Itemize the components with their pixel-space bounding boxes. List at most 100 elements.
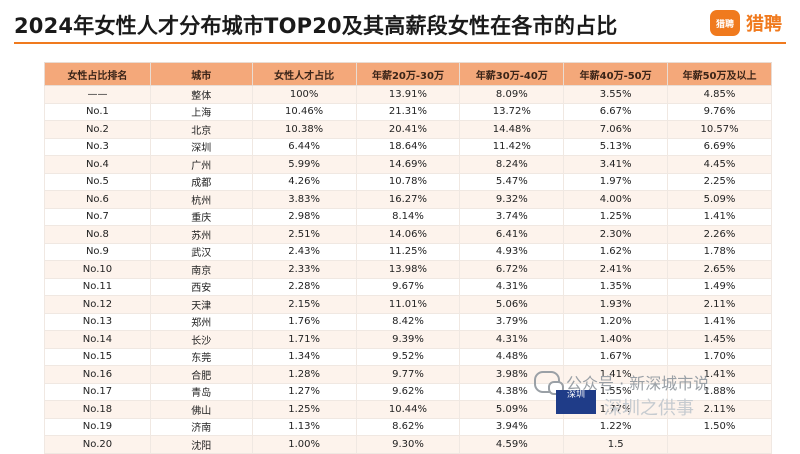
header-salary-30-40: 年薪30万-40万 bbox=[459, 62, 565, 86]
cell-rank: No.10 bbox=[44, 260, 151, 279]
logo-text: 猎聘 bbox=[746, 14, 782, 35]
cell-salary-50-plus: 10.57% bbox=[667, 120, 772, 139]
cell-city: 上海 bbox=[149, 102, 253, 121]
cell-female-share: 1.00% bbox=[251, 435, 357, 454]
cell-salary-20-30: 8.62% bbox=[355, 417, 461, 436]
stamp-badge: 深圳 bbox=[556, 390, 596, 414]
cell-rank: No.6 bbox=[44, 190, 151, 209]
cell-city: 成都 bbox=[149, 172, 253, 191]
cell-female-share: 2.51% bbox=[251, 225, 357, 244]
table-row: No.7 重庆 2.98% 8.14% 3.74% 1.25% 1.41% bbox=[44, 207, 772, 226]
cell-salary-30-40: 6.72% bbox=[459, 260, 565, 279]
cell-salary-20-30: 11.01% bbox=[355, 295, 461, 314]
table-row: No.10 南京 2.33% 13.98% 6.72% 2.41% 2.65% bbox=[44, 260, 772, 279]
cell-rank: No.20 bbox=[44, 435, 151, 454]
cell-female-share: 1.28% bbox=[251, 365, 357, 384]
cell-female-share: 2.33% bbox=[251, 260, 357, 279]
cell-female-share: 1.27% bbox=[251, 382, 357, 401]
cell-salary-40-50: 1.93% bbox=[563, 295, 669, 314]
table-row: No.12 天津 2.15% 11.01% 5.06% 1.93% 2.11% bbox=[44, 295, 772, 314]
cell-salary-40-50: 1.20% bbox=[563, 312, 669, 331]
cell-rank: No.16 bbox=[44, 365, 151, 384]
cell-female-share: 2.15% bbox=[251, 295, 357, 314]
table-row: No.13 郑州 1.76% 8.42% 3.79% 1.20% 1.41% bbox=[44, 312, 772, 331]
cell-salary-20-30: 10.78% bbox=[355, 172, 461, 191]
cell-city: 苏州 bbox=[149, 225, 253, 244]
cell-salary-40-50: 4.00% bbox=[563, 190, 669, 209]
cell-city: 整体 bbox=[149, 85, 253, 104]
cell-salary-20-30: 14.06% bbox=[355, 225, 461, 244]
table-row: No.9 武汉 2.43% 11.25% 4.93% 1.62% 1.78% bbox=[44, 242, 772, 261]
cell-salary-50-plus: 4.45% bbox=[667, 155, 772, 174]
table-row: No.2 北京 10.38% 20.41% 14.48% 7.06% 10.57% bbox=[44, 120, 772, 139]
cell-salary-20-30: 18.64% bbox=[355, 137, 461, 156]
table-header-row: 女性占比排名 城市 女性人才占比 年薪20万-30万 年薪30万-40万 年薪4… bbox=[44, 62, 772, 86]
cell-salary-30-40: 9.32% bbox=[459, 190, 565, 209]
cell-salary-20-30: 8.42% bbox=[355, 312, 461, 331]
cell-salary-30-40: 3.79% bbox=[459, 312, 565, 331]
cell-salary-50-plus: 1.78% bbox=[667, 242, 772, 261]
cell-rank: No.7 bbox=[44, 207, 151, 226]
cell-salary-50-plus: 1.45% bbox=[667, 330, 772, 349]
title-underline bbox=[14, 42, 786, 44]
cell-female-share: 1.76% bbox=[251, 312, 357, 331]
cell-female-share: 1.71% bbox=[251, 330, 357, 349]
cell-salary-50-plus: 5.09% bbox=[667, 190, 772, 209]
cell-salary-30-40: 4.31% bbox=[459, 277, 565, 296]
cell-city: 北京 bbox=[149, 120, 253, 139]
table-row: No.14 长沙 1.71% 9.39% 4.31% 1.40% 1.45% bbox=[44, 330, 772, 349]
cell-rank: No.11 bbox=[44, 277, 151, 296]
cell-salary-30-40: 5.09% bbox=[459, 400, 565, 419]
cell-salary-20-30: 10.44% bbox=[355, 400, 461, 419]
table-row: No.4 广州 5.99% 14.69% 8.24% 3.41% 4.45% bbox=[44, 155, 772, 174]
cell-city: 沈阳 bbox=[149, 435, 253, 454]
cell-salary-40-50: 2.41% bbox=[563, 260, 669, 279]
table-row: No.16 合肥 1.28% 9.77% 3.98% 1.41% 1.41% bbox=[44, 365, 772, 384]
cell-female-share: 2.43% bbox=[251, 242, 357, 261]
table-body: —— 整体 100% 13.91% 8.09% 3.55% 4.85% No.1 上海 10.46… bbox=[44, 85, 772, 454]
table-row: No.5 成都 4.26% 10.78% 5.47% 1.97% 2.25% bbox=[44, 172, 772, 191]
cell-salary-40-50: 6.67% bbox=[563, 102, 669, 121]
cell-salary-40-50: 1.25% bbox=[563, 207, 669, 226]
cell-salary-40-50: 1.40% bbox=[563, 330, 669, 349]
cell-salary-50-plus: 9.76% bbox=[667, 102, 772, 121]
cell-salary-50-plus: 1.70% bbox=[667, 347, 772, 366]
cell-salary-30-40: 5.06% bbox=[459, 295, 565, 314]
cell-salary-50-plus: 1.41% bbox=[667, 207, 772, 226]
cell-city: 广州 bbox=[149, 155, 253, 174]
cell-salary-50-plus: 1.41% bbox=[667, 312, 772, 331]
table-row: No.3 深圳 6.44% 18.64% 11.42% 5.13% 6.69% bbox=[44, 137, 772, 156]
cell-city: 南京 bbox=[149, 260, 253, 279]
cell-female-share: 4.26% bbox=[251, 172, 357, 191]
cell-rank: No.1 bbox=[44, 102, 151, 121]
logo-badge-icon: 猎聘 bbox=[710, 10, 740, 36]
cell-salary-20-30: 9.67% bbox=[355, 277, 461, 296]
table-row: No.6 杭州 3.83% 16.27% 9.32% 4.00% 5.09% bbox=[44, 190, 772, 209]
cell-female-share: 10.38% bbox=[251, 120, 357, 139]
cell-salary-40-50: 1.97% bbox=[563, 172, 669, 191]
header-rank: 女性占比排名 bbox=[44, 62, 151, 86]
cell-salary-30-40: 3.94% bbox=[459, 417, 565, 436]
cell-salary-20-30: 20.41% bbox=[355, 120, 461, 139]
cell-salary-30-40: 8.24% bbox=[459, 155, 565, 174]
cell-rank: No.15 bbox=[44, 347, 151, 366]
cell-rank: No.8 bbox=[44, 225, 151, 244]
cell-salary-20-30: 14.69% bbox=[355, 155, 461, 174]
cell-female-share: 100% bbox=[251, 85, 357, 104]
cell-salary-50-plus: 1.49% bbox=[667, 277, 772, 296]
header-female-share: 女性人才占比 bbox=[251, 62, 357, 86]
cell-female-share: 3.83% bbox=[251, 190, 357, 209]
cell-salary-40-50: 1.22% bbox=[563, 417, 669, 436]
cell-city: 郑州 bbox=[149, 312, 253, 331]
cell-city: 重庆 bbox=[149, 207, 253, 226]
cell-salary-40-50: 1.5 bbox=[563, 435, 669, 454]
cell-salary-30-40: 11.42% bbox=[459, 137, 565, 156]
header-salary-40-50: 年薪40万-50万 bbox=[563, 62, 669, 86]
cell-salary-40-50: 3.55% bbox=[563, 85, 669, 104]
cell-female-share: 1.13% bbox=[251, 417, 357, 436]
table-row: No.8 苏州 2.51% 14.06% 6.41% 2.30% 2.26% bbox=[44, 225, 772, 244]
cell-salary-30-40: 4.93% bbox=[459, 242, 565, 261]
faded-watermark-text: 深圳之供事 bbox=[604, 398, 694, 419]
cell-salary-20-30: 9.52% bbox=[355, 347, 461, 366]
cell-salary-40-50: 3.41% bbox=[563, 155, 669, 174]
